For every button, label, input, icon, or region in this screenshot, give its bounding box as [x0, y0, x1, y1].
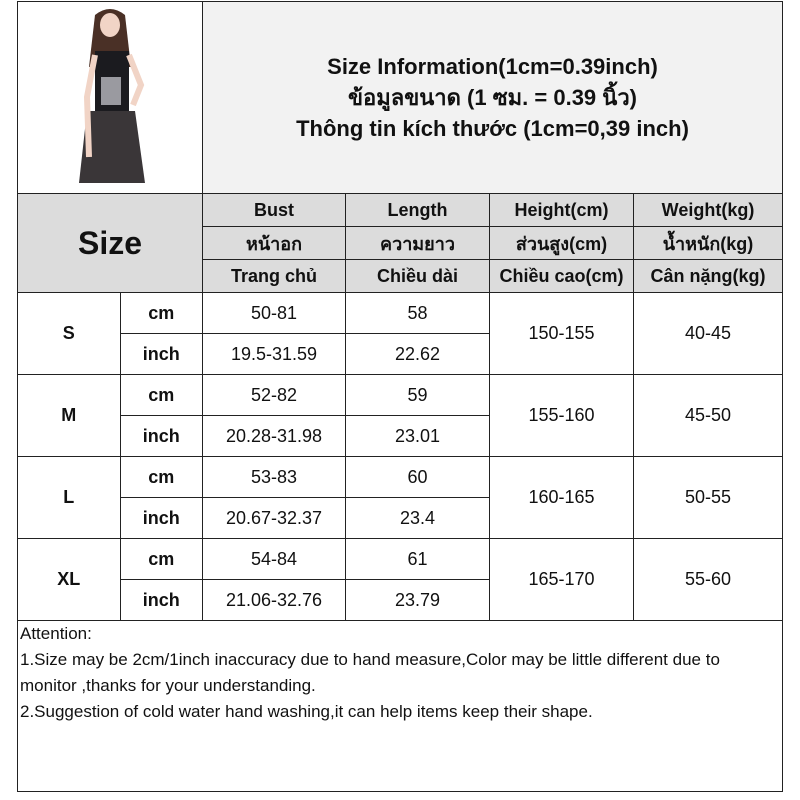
length-value: 23.79 [345, 579, 490, 621]
bust-value: 53-83 [202, 456, 346, 498]
header-bust-en: Bust [202, 193, 346, 227]
model-image [79, 9, 145, 183]
size-row-inch: inch 21.06-32.76 23.79 [18, 579, 783, 621]
size-row-cm: M cm 52-82 59 155-160 45-50 [17, 374, 783, 457]
attention-note-1: 1.Size may be 2cm/1inch inaccuracy due t… [20, 650, 720, 695]
length-value: 23.01 [345, 415, 490, 457]
weight-value: 45-50 [633, 374, 783, 457]
size-row-inch: inch 19.5-31.59 22.62 [18, 333, 783, 375]
header-height-th: ส่วนสูง(cm) [489, 226, 634, 260]
header-height-vi: Chiều cao(cm) [489, 259, 634, 293]
size-label: S [17, 292, 121, 375]
header-height-en: Height(cm) [489, 193, 634, 227]
bust-value: 20.28-31.98 [202, 415, 346, 457]
height-value: 165-170 [489, 538, 634, 621]
length-value: 59 [345, 374, 490, 416]
bust-value: 52-82 [202, 374, 346, 416]
header-weight-en: Weight(kg) [633, 193, 783, 227]
title-vietnamese: Thông tin kích thước (1cm=0,39 inch) [296, 116, 689, 141]
size-header: Size [17, 193, 203, 293]
bust-value: 20.67-32.37 [202, 497, 346, 539]
length-value: 58 [345, 292, 490, 334]
unit-label: cm [119, 292, 204, 334]
length-value: 22.62 [345, 333, 490, 375]
size-info-title: Size Information(1cm=0.39inch) ข้อมูลขนา… [202, 1, 783, 194]
title-english: Size Information(1cm=0.39inch) [327, 54, 658, 79]
unit-label: inch [119, 415, 204, 457]
size-label: L [17, 456, 121, 539]
unit-label: cm [119, 374, 204, 416]
height-value: 155-160 [489, 374, 634, 457]
bust-value: 19.5-31.59 [202, 333, 346, 375]
unit-label: cm [119, 456, 204, 498]
height-value: 150-155 [489, 292, 634, 375]
size-row-inch: inch 20.67-32.37 23.4 [18, 497, 783, 539]
unit-label: inch [119, 579, 204, 621]
size-row-inch: inch 20.28-31.98 23.01 [18, 415, 783, 457]
product-photo [17, 1, 203, 194]
header-weight-th: น้ำหนัก(kg) [633, 226, 783, 260]
header-length-en: Length [345, 193, 490, 227]
attention-notes: Attention: 1.Size may be 2cm/1inch inacc… [17, 620, 783, 792]
unit-label: inch [119, 497, 204, 539]
weight-value: 50-55 [633, 456, 783, 539]
size-row-cm: S cm 50-81 58 150-155 40-45 [17, 292, 783, 375]
size-label: XL [17, 538, 121, 621]
length-value: 61 [345, 538, 490, 580]
header-bust-th: หน้าอก [202, 226, 346, 260]
size-row-cm: L cm 53-83 60 160-165 50-55 [17, 456, 783, 539]
header-length-vi: Chiều dài [345, 259, 490, 293]
length-value: 60 [345, 456, 490, 498]
attention-heading: Attention: [20, 624, 92, 643]
bust-value: 50-81 [202, 292, 346, 334]
length-value: 23.4 [345, 497, 490, 539]
bust-value: 54-84 [202, 538, 346, 580]
title-thai: ข้อมูลขนาด (1 ซม. = 0.39 นิ้ว) [347, 85, 637, 110]
size-row-cm: XL cm 54-84 61 165-170 55-60 [17, 538, 783, 621]
size-table: Size Information(1cm=0.39inch) ข้อมูลขนา… [17, 1, 783, 792]
header-length-th: ความยาว [345, 226, 490, 260]
size-label: M [17, 374, 121, 457]
weight-value: 55-60 [633, 538, 783, 621]
unit-label: cm [119, 538, 204, 580]
attention-note-2: 2.Suggestion of cold water hand washing,… [20, 702, 593, 721]
weight-value: 40-45 [633, 292, 783, 375]
unit-label: inch [119, 333, 204, 375]
header-bust-vi: Trang chủ [202, 259, 346, 293]
height-value: 160-165 [489, 456, 634, 539]
header-weight-vi: Cân nặng(kg) [633, 259, 783, 293]
bust-value: 21.06-32.76 [202, 579, 346, 621]
